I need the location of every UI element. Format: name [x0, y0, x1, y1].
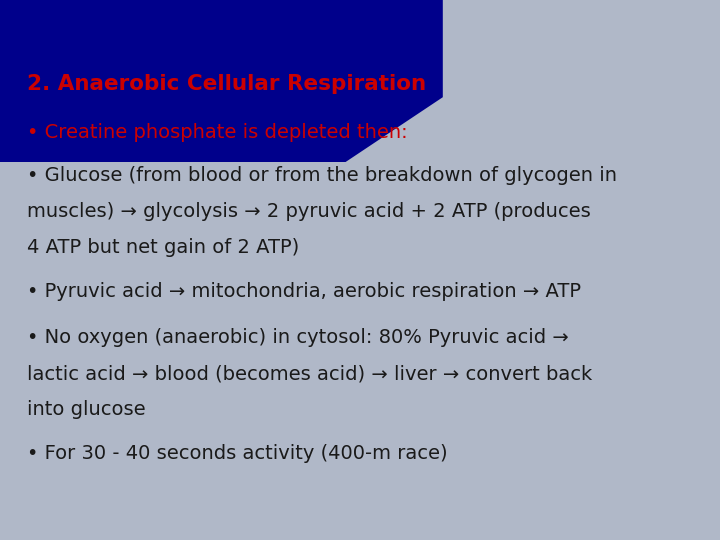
Polygon shape — [0, 0, 443, 162]
Text: 4 ATP but net gain of 2 ATP): 4 ATP but net gain of 2 ATP) — [27, 238, 300, 258]
Text: • Pyruvic acid → mitochondria, aerobic respiration → ATP: • Pyruvic acid → mitochondria, aerobic r… — [27, 282, 581, 301]
Text: muscles) → glycolysis → 2 pyruvic acid + 2 ATP (produces: muscles) → glycolysis → 2 pyruvic acid +… — [27, 202, 591, 221]
Text: 2. Anaerobic Cellular Respiration: 2. Anaerobic Cellular Respiration — [27, 73, 426, 94]
Text: • For 30 - 40 seconds activity (400-m race): • For 30 - 40 seconds activity (400-m ra… — [27, 444, 448, 463]
Text: into glucose: into glucose — [27, 400, 146, 420]
Text: lactic acid → blood (becomes acid) → liver → convert back: lactic acid → blood (becomes acid) → liv… — [27, 364, 593, 383]
Text: • Glucose (from blood or from the breakdown of glycogen in: • Glucose (from blood or from the breakd… — [27, 166, 617, 185]
Text: • No oxygen (anaerobic) in cytosol: 80% Pyruvic acid →: • No oxygen (anaerobic) in cytosol: 80% … — [27, 328, 569, 347]
Text: • Creatine phosphate is depleted then:: • Creatine phosphate is depleted then: — [27, 123, 408, 142]
